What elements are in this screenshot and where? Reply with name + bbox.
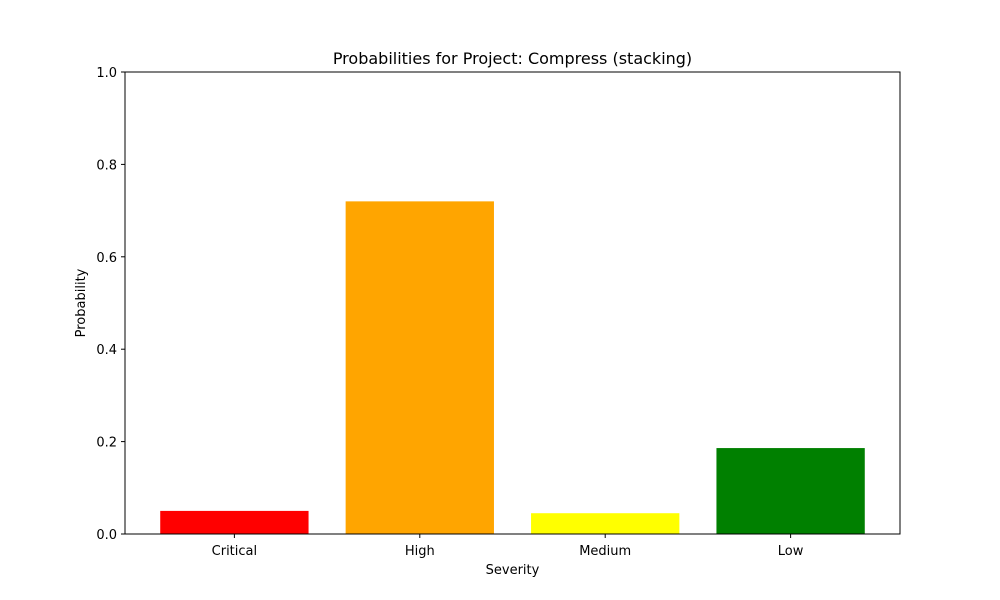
- y-tick-label: 0.2: [96, 436, 117, 451]
- x-tick-label: Critical: [212, 544, 257, 559]
- bars-group: [160, 201, 865, 535]
- x-axis: Critical High Medium Low: [212, 534, 804, 559]
- y-tick-label: 0.6: [96, 251, 117, 266]
- x-tick-label: Medium: [579, 544, 631, 559]
- bar-low: [716, 448, 865, 534]
- plot-frame: [124, 71, 901, 535]
- bar-critical: [160, 510, 309, 534]
- x-tick-label: High: [405, 544, 435, 559]
- bar-medium: [531, 513, 680, 534]
- y-axis: 0.0 0.2 0.4 0.6 0.8 1.0: [96, 66, 125, 543]
- y-axis-label: Probability: [74, 268, 89, 337]
- y-tick-label: 0.4: [96, 343, 117, 358]
- chart-title: Probabilities for Project: Compress (sta…: [333, 49, 692, 68]
- y-tick-label: 0.0: [96, 528, 117, 543]
- y-tick-label: 1.0: [96, 66, 117, 81]
- bar-high: [345, 201, 494, 535]
- x-axis-label: Severity: [486, 563, 540, 578]
- x-tick-label: Low: [778, 544, 804, 559]
- y-tick-label: 0.8: [96, 158, 117, 173]
